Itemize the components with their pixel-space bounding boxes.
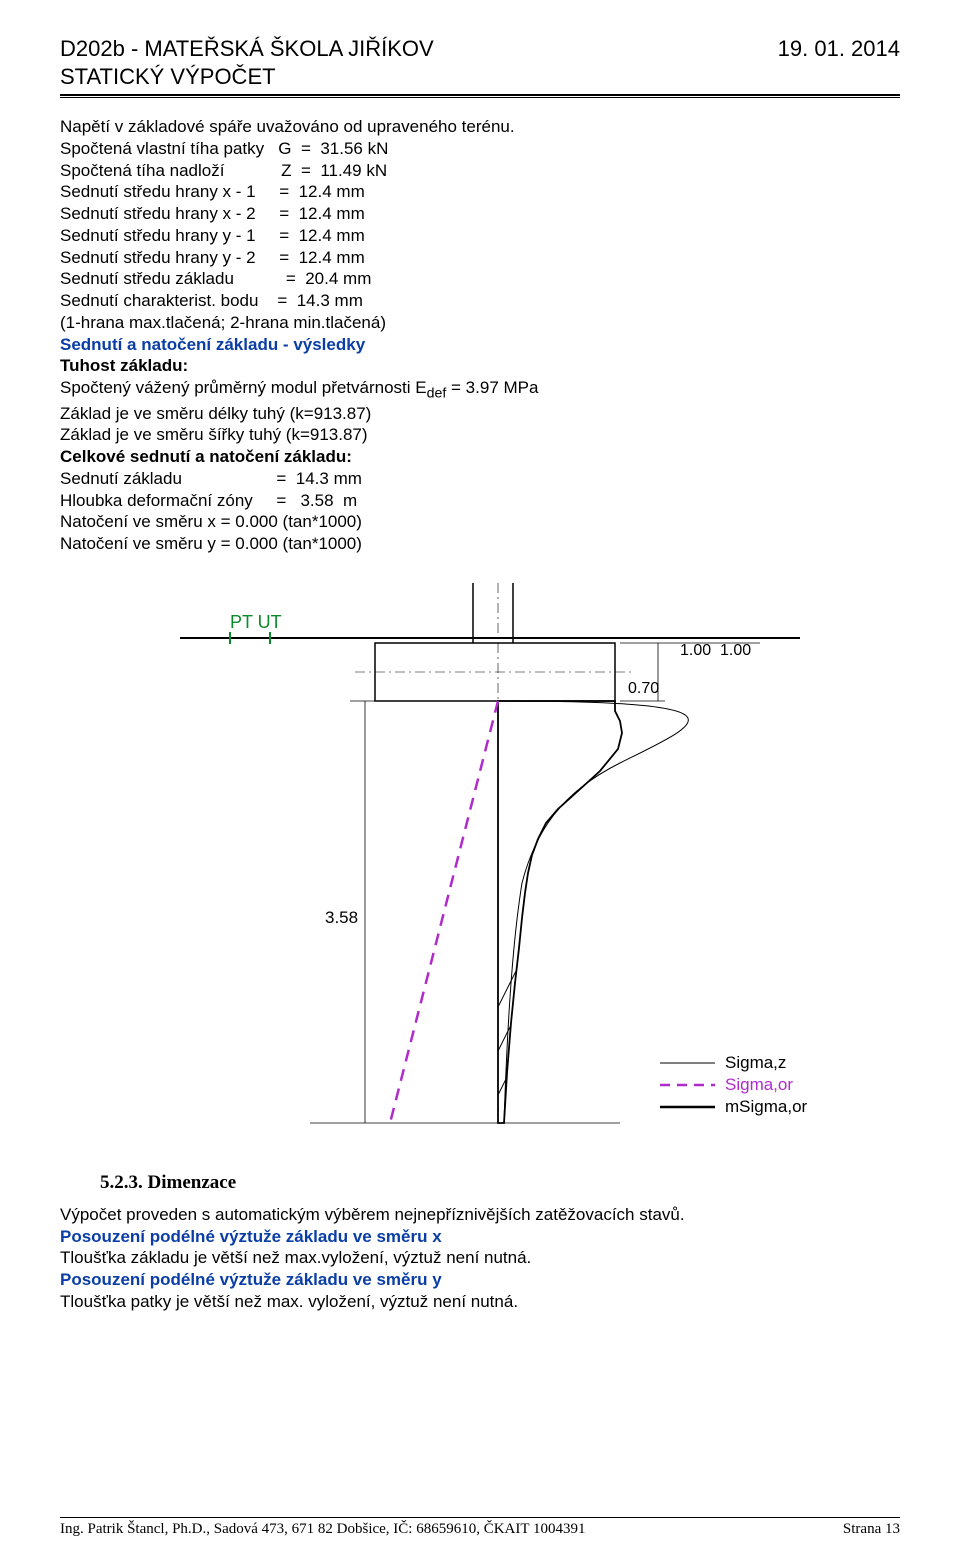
text-line: Tuhost základu: bbox=[60, 355, 900, 377]
diagram-svg: PT UT 0.70 1.00 1.00 3.58 Sigma,z Sigma,or mSig… bbox=[60, 583, 900, 1148]
text-line: (1-hrana max.tlačená; 2-hrana min.tlačen… bbox=[60, 312, 900, 334]
text-line: Sednutí středu hrany x - 1 = 12.4 mm bbox=[60, 181, 900, 203]
header-title: D202b - MATEŘSKÁ ŠKOLA JIŘÍKOV bbox=[60, 36, 900, 62]
svg-text:Sigma,or: Sigma,or bbox=[725, 1075, 793, 1094]
text-line: Sednutí středu hrany y - 2 = 12.4 mm bbox=[60, 247, 900, 269]
text-line: Tloušťka základu je větší než max.vylože… bbox=[60, 1247, 900, 1269]
text-fragment: = 3.97 MPa bbox=[446, 378, 538, 397]
calc-text-block: Napětí v základové spáře uvažováno od up… bbox=[60, 116, 900, 555]
svg-text:3.58: 3.58 bbox=[325, 908, 358, 927]
svg-text:PT UT: PT UT bbox=[230, 612, 282, 632]
header-date: 19. 01. 2014 bbox=[778, 36, 900, 62]
text-line: Sednutí středu hrany y - 1 = 12.4 mm bbox=[60, 225, 900, 247]
text-line: Sednutí charakterist. bodu = 14.3 mm bbox=[60, 290, 900, 312]
text-fragment: Spočtený vážený průměrný modul přetvárno… bbox=[60, 378, 427, 397]
text-line: Sednutí středu hrany x - 2 = 12.4 mm bbox=[60, 203, 900, 225]
section-heading: Posouzení podélné výztuže základu ve smě… bbox=[60, 1226, 900, 1248]
text-line: Sednutí základu = 14.3 mm bbox=[60, 468, 900, 490]
divider bbox=[60, 94, 900, 96]
text-line: Spočtená vlastní tíha patky G = 31.56 kN bbox=[60, 138, 900, 160]
settlement-diagram: PT UT 0.70 1.00 1.00 3.58 Sigma,z Sigma,or mSig… bbox=[60, 583, 900, 1148]
text-line: Sednutí středu základu = 20.4 mm bbox=[60, 268, 900, 290]
text-line: Celkové sednutí a natočení základu: bbox=[60, 446, 900, 468]
header-subtitle: STATICKÝ VÝPOČET bbox=[60, 64, 900, 90]
text-line: Napětí v základové spáře uvažováno od up… bbox=[60, 116, 900, 138]
text-line: Výpočet proveden s automatickým výběrem … bbox=[60, 1204, 900, 1226]
text-line: Natočení ve směru x = 0.000 (tan*1000) bbox=[60, 511, 900, 533]
footer-page: Strana 13 bbox=[843, 1521, 900, 1538]
assessment-block: Výpočet proveden s automatickým výběrem … bbox=[60, 1204, 900, 1313]
divider bbox=[60, 97, 900, 98]
footer: Ing. Patrik Štancl, Ph.D., Sadová 473, 6… bbox=[60, 1517, 900, 1538]
svg-text:1.00: 1.00 bbox=[680, 642, 711, 659]
section-heading: Posouzení podélné výztuže základu ve smě… bbox=[60, 1269, 900, 1291]
footer-left: Ing. Patrik Štancl, Ph.D., Sadová 473, 6… bbox=[60, 1521, 586, 1537]
divider bbox=[60, 1517, 900, 1518]
text-line: Tloušťka patky je větší než max. vyložen… bbox=[60, 1291, 900, 1313]
text-line: Natočení ve směru y = 0.000 (tan*1000) bbox=[60, 533, 900, 555]
svg-text:Sigma,z: Sigma,z bbox=[725, 1053, 786, 1072]
text-line: Hloubka deformační zóny = 3.58 m bbox=[60, 490, 900, 512]
text-line: Základ je ve směru délky tuhý (k=913.87) bbox=[60, 403, 900, 425]
text-line: Spočtená tíha nadloží Z = 11.49 kN bbox=[60, 160, 900, 182]
subscript: def bbox=[427, 385, 447, 401]
svg-text:mSigma,or: mSigma,or bbox=[725, 1097, 808, 1116]
section-number: 5.2.3. Dimenzace bbox=[100, 1172, 900, 1194]
text-line: Základ je ve směru šířky tuhý (k=913.87) bbox=[60, 424, 900, 446]
section-heading: Sednutí a natočení základu - výsledky bbox=[60, 334, 900, 356]
text-line: Spočtený vážený průměrný modul přetvárno… bbox=[60, 377, 900, 403]
svg-text:1.00: 1.00 bbox=[720, 642, 751, 659]
svg-text:0.70: 0.70 bbox=[628, 680, 659, 697]
